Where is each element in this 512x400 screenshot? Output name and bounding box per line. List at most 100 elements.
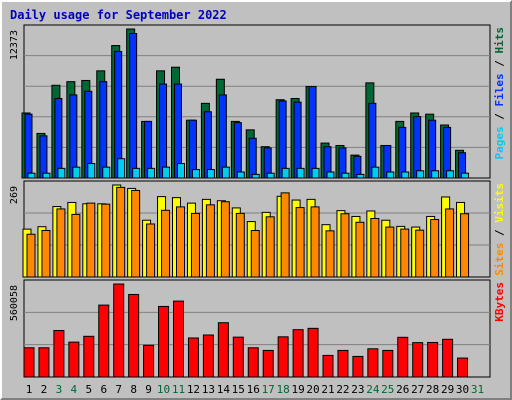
bar-pages [266, 172, 275, 179]
bar-kbytes [23, 347, 35, 378]
bar-sites [86, 202, 96, 278]
bar-sites [190, 212, 200, 278]
bar-sites [295, 207, 305, 278]
bar-files [99, 81, 108, 179]
bar-pages [251, 173, 260, 179]
bar-kbytes [113, 283, 125, 378]
bar-pages [42, 172, 51, 179]
day-label: 19 [291, 383, 304, 396]
bar-kbytes [322, 354, 334, 378]
bar-kbytes [158, 305, 170, 378]
bar-pages [206, 169, 215, 179]
bar-kbytes [262, 349, 274, 378]
legend-item: Hits [493, 27, 506, 54]
day-label: 24 [366, 383, 380, 396]
bar-sites [205, 204, 215, 278]
day-label: 30 [456, 383, 469, 396]
day-label: 9 [145, 383, 152, 396]
bar-sites [430, 219, 440, 278]
bar-sites [220, 201, 230, 278]
bar-files [248, 137, 257, 179]
bar-sites [460, 213, 470, 278]
bar-pages [72, 166, 81, 179]
bar-sites [325, 230, 335, 278]
day-label: 17 [262, 383, 275, 396]
bar-pages [57, 167, 66, 179]
bar-pages [177, 163, 185, 179]
day-label: 16 [247, 383, 260, 396]
bar-sites [310, 206, 320, 278]
bar-sites [101, 203, 111, 278]
bar-files [278, 100, 287, 179]
legend-item: Visits [493, 183, 506, 223]
bar-kbytes [412, 342, 424, 378]
day-label: 6 [100, 383, 107, 396]
bar-files [218, 94, 227, 179]
bar-sites [56, 208, 66, 278]
bar-kbytes [247, 347, 259, 378]
bar-sites [250, 229, 260, 278]
bar-kbytes [83, 335, 95, 378]
bar-kbytes [217, 322, 229, 378]
bar-kbytes [442, 338, 454, 378]
bar-kbytes [367, 348, 379, 378]
day-label: 10 [157, 383, 170, 396]
bar-pages [102, 166, 111, 179]
panel-2 [22, 180, 491, 278]
bar-sites [370, 218, 380, 278]
bar-sites [26, 233, 36, 278]
bar-kbytes [397, 336, 409, 378]
day-label: 26 [396, 383, 409, 396]
axis-max-hits: 12373 [9, 30, 20, 60]
bar-kbytes [68, 341, 80, 378]
day-label: 11 [172, 383, 185, 396]
legend-item: KBytes [493, 282, 506, 322]
bar-sites [445, 208, 455, 278]
bar-kbytes [307, 327, 319, 378]
bar-pages [236, 171, 245, 179]
bar-pages [446, 170, 455, 179]
bar-pages [296, 167, 305, 179]
day-label: 12 [187, 383, 200, 396]
bar-sites [146, 223, 156, 278]
bar-kbytes [53, 330, 65, 378]
bar-sites [161, 209, 171, 278]
bar-sites [355, 221, 365, 278]
bar-files [398, 126, 407, 179]
bar-sites [176, 206, 185, 278]
day-label: 21 [321, 383, 334, 396]
day-label: 1 [26, 383, 33, 396]
bar-pages [356, 173, 365, 179]
bar-sites [235, 212, 245, 278]
day-label: 3 [56, 383, 63, 396]
bar-sites [385, 226, 395, 278]
bar-files [308, 85, 317, 179]
bar-kbytes [457, 357, 469, 378]
day-label: 20 [306, 383, 319, 396]
bar-files [69, 94, 78, 179]
panel-3 [23, 279, 491, 378]
bar-sites [400, 228, 410, 278]
axis-max-visits: 269 [9, 186, 20, 204]
bar-kbytes [277, 336, 289, 378]
bar-sites [415, 229, 425, 278]
bar-sites [131, 189, 141, 278]
legend-kbytes: KBytes [493, 282, 506, 322]
day-label: 15 [232, 383, 245, 396]
bar-kbytes [38, 347, 50, 378]
bar-pages [191, 169, 200, 179]
legend-separator: / [493, 54, 506, 74]
day-label: 28 [426, 383, 439, 396]
day-label: 7 [115, 383, 122, 396]
bar-sites [265, 216, 275, 278]
panel-1 [21, 24, 491, 179]
bar-kbytes [187, 337, 199, 378]
day-label: 18 [277, 383, 290, 396]
bar-pages [341, 172, 350, 179]
bar-files [159, 83, 168, 179]
bar-pages [461, 172, 470, 179]
bar-files [428, 119, 437, 179]
legend-item: Sites [493, 243, 506, 276]
